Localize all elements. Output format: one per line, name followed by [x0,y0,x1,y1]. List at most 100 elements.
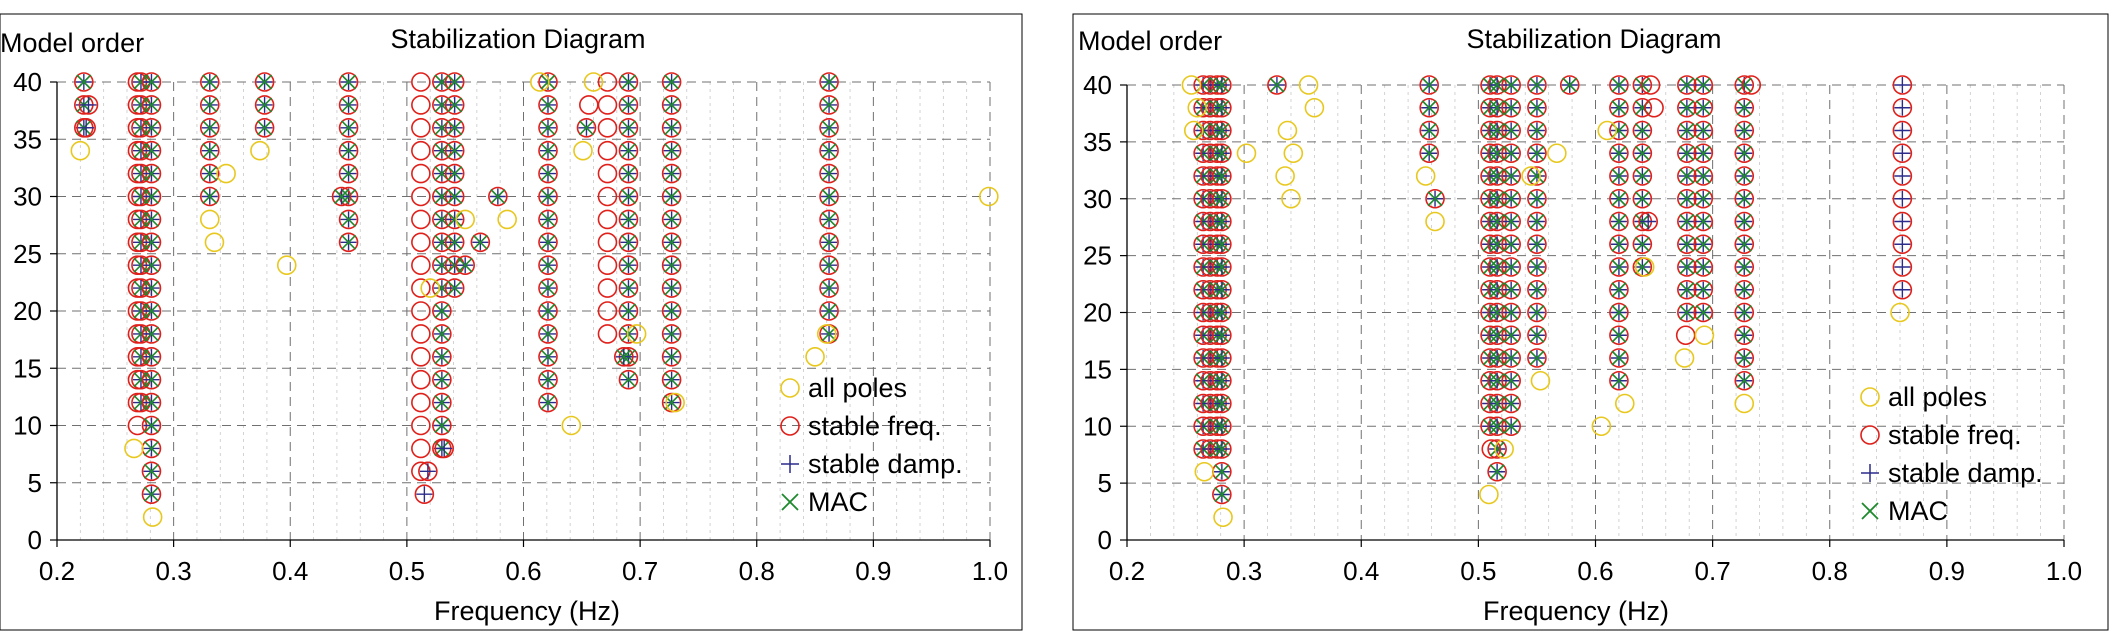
pole-marker [444,278,465,298]
legend-label: stable damp. [1888,458,2043,488]
stable-freq-circle [819,255,839,276]
pole-marker [1212,166,1232,186]
x-tick-label: 0.3 [156,556,192,586]
stable-freq-circle [576,118,597,138]
all-pole-circle [142,507,163,527]
pole-marker [1677,279,1697,300]
stable-freq-circle [661,232,682,253]
all-pole-circle [1236,143,1257,164]
stable-freq-circle [1501,393,1521,414]
pole-marker [1194,461,1215,482]
pole-marker [1501,188,1521,209]
stable-freq-circle [1734,120,1755,141]
stable-freq-circle [1212,279,1232,300]
x-tick-label: 1.0 [972,556,1008,586]
stable-freq-circle [411,118,431,138]
pole-marker [411,232,431,253]
stable-freq-circle [1501,75,1521,95]
mac-cross-b [1736,77,1752,93]
mac-cross-b [133,234,149,250]
pole-marker [1275,166,1295,186]
y-tick-label: 0 [1098,525,1112,555]
pole-marker [618,278,639,298]
x-tick-label: 0.4 [272,556,308,586]
pole-marker [411,369,431,390]
stable-freq-circle [141,392,162,413]
all-pole-circle [1614,393,1635,414]
mac-cross-b [1611,236,1627,252]
stable-freq-circle [538,140,558,161]
stable-freq-circle [597,118,618,138]
all-pole-circle [1734,393,1755,414]
pole-marker [1304,97,1325,118]
pole-marker [1892,143,1913,164]
stable-freq-circle [338,118,359,138]
pole-marker [538,140,558,161]
all-pole-circle [561,415,582,436]
pole-marker [1609,97,1629,118]
stable-freq-circle [411,369,431,390]
pole-marker [1283,143,1304,164]
pole-marker [1479,484,1499,505]
stable-freq-circle [538,186,558,207]
mac-cross-b [1611,327,1627,343]
chart-canvas-right: Stabilization Diagram Model order Freque… [1072,13,2109,631]
pole-marker [338,95,359,115]
mac-cross-b [1489,168,1505,184]
mac-cross-b [1529,236,1545,252]
mac-cross-b [202,74,218,90]
stable-freq-circle [819,232,839,253]
pole-marker [538,118,558,138]
pole-marker [1527,257,1547,277]
y-tick-label: 25 [13,239,42,269]
mac-cross-b [540,372,556,388]
mac-cross-b [202,166,218,182]
pole-marker [538,324,558,344]
mac-cross-b [133,74,149,90]
stable-freq-circle [579,95,599,115]
pole-marker [411,346,431,367]
stable-freq-circle [819,163,839,184]
stable-freq-circle [1693,75,1714,95]
pole-marker [1212,211,1232,232]
y-tick-label: 40 [1083,70,1112,100]
pole-marker [141,209,162,230]
y-tick-label: 20 [1083,298,1112,328]
mac-cross-b [1214,464,1230,480]
legend: all poles stable freq. stable damp. MAC [780,373,963,517]
mac-cross-b [540,211,556,227]
stable-freq-circle [1527,143,1547,164]
pole-marker [665,392,685,413]
mac-cross-b [1503,77,1519,93]
stable-freq-circle [618,369,639,390]
mac-cross-b [1214,373,1230,389]
pole-marker [1632,75,1653,95]
stable-freq-circle [432,301,452,321]
y-tick-label: 35 [13,124,42,154]
stable-freq-circle [1212,325,1232,346]
pole-marker [819,118,839,138]
mac-cross-b [620,166,637,182]
chart-title: Stabilization Diagram [1466,24,1721,54]
y-tick-label: 25 [1083,241,1112,271]
mac-cross-b [1611,373,1627,389]
mac-cross-b [1695,77,1711,93]
pole-marker [1521,166,1541,186]
mac-cross-b [1529,350,1545,366]
pole-marker [661,163,682,184]
stable-freq-circle [1527,348,1547,368]
pole-marker [1591,416,1612,437]
stable-freq-circle [1527,120,1547,141]
mac-cross-b [1421,77,1437,93]
stable-freq-circle [1609,120,1629,141]
stable-freq-circle [1487,461,1507,482]
mac-cross-b [143,234,160,250]
pole-marker [444,232,465,253]
stable-freq-circle [1693,279,1714,300]
mac-cross-b [1489,236,1505,252]
pole-marker [597,72,618,92]
y-axis-label: Model order [0,28,144,58]
pole-marker [1501,120,1521,141]
pole-marker [1741,75,1762,95]
mac-cross-b [1421,122,1437,139]
